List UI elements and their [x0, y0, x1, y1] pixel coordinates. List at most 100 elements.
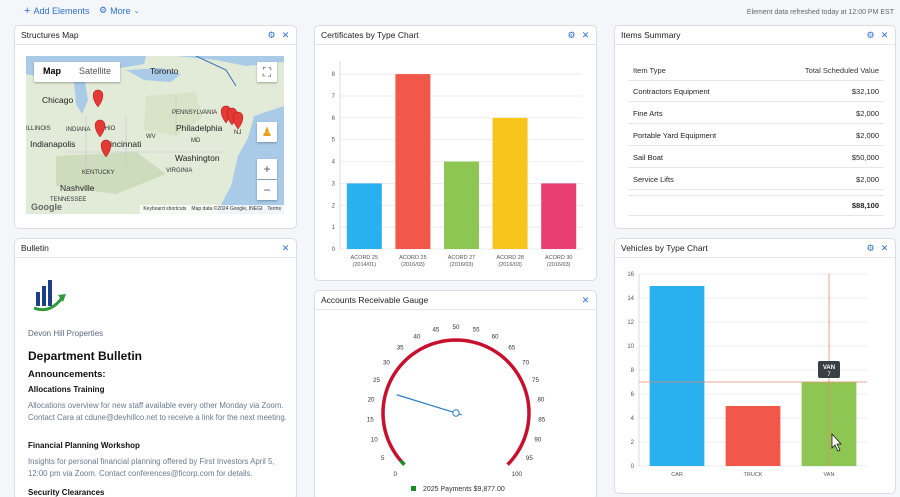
gauge-pivot [452, 409, 460, 417]
close-icon[interactable]: ✕ [581, 294, 590, 305]
zoom-in-button[interactable]: + [257, 159, 277, 179]
y-tick-label: 16 [627, 272, 634, 278]
x-tick-label: ACORD 27 [448, 255, 476, 261]
table-row: Service Lifts $2,000 [628, 169, 884, 190]
vehicles-chart-card: Vehicles by Type Chart ⚙ ✕ 0 2 4 6 8 10 12 14 16… [614, 238, 896, 494]
y-tick-label: 10 [627, 344, 634, 350]
close-icon[interactable]: ✕ [281, 29, 290, 40]
col-header-total-value: Total Scheduled Value [804, 65, 879, 75]
add-elements-button[interactable]: + Add Elements [24, 5, 90, 17]
announcements-heading: Announcements: [28, 369, 106, 380]
announcement-title: Financial Planning Workshop [28, 441, 140, 450]
zoom-out-button[interactable]: − [257, 180, 277, 200]
card-title: Structures Map [21, 30, 79, 40]
gear-icon[interactable]: ⚙ [567, 29, 576, 40]
gear-icon[interactable]: ⚙ [267, 29, 276, 40]
y-tick-label: 8 [631, 368, 635, 374]
table-row: Portable Yard Equipment $2,000 [628, 125, 884, 146]
bar [541, 183, 577, 249]
card-title: Accounts Receivable Gauge [321, 295, 429, 305]
city-label: Indianapolis [30, 139, 76, 149]
bar [346, 183, 382, 249]
close-icon[interactable]: ✕ [281, 242, 290, 253]
gauge-value-band [399, 459, 406, 466]
bar [725, 406, 781, 466]
gauge-tick-label: 60 [492, 333, 499, 340]
y-tick-label: 7 [332, 94, 336, 100]
gauge-tick-label: 35 [397, 345, 404, 352]
tooltip-label: VAN [823, 365, 835, 371]
y-tick-label: 4 [631, 416, 635, 422]
gear-icon[interactable]: ⚙ [866, 29, 875, 40]
region-label: MD [191, 138, 201, 144]
bar [492, 117, 528, 249]
y-tick-label: 6 [332, 116, 336, 122]
fullscreen-button[interactable]: ⛶ [257, 62, 277, 82]
item-type-cell: Sail Boat [633, 152, 664, 162]
region-label: KENTUCKY [82, 170, 115, 176]
close-icon[interactable]: ✕ [880, 242, 889, 253]
gauge-tick-label: 20 [368, 397, 375, 404]
map-marker-icon [92, 89, 244, 158]
map-canvas[interactable]: Map Satellite ⛶ ♟ + − Toronto Chicago IL… [26, 56, 284, 214]
map-attribution: Keyboard shortcuts Map data ©2024 Google… [140, 205, 284, 214]
y-tick-label: 1 [332, 225, 336, 231]
table-row: Contractors Equipment $32,100 [628, 81, 884, 102]
terms-link[interactable]: Terms [267, 206, 281, 212]
y-tick-label: 8 [332, 72, 336, 78]
company-logo [33, 280, 66, 312]
gauge-tick-label: 5 [381, 455, 385, 462]
gauge-tick-label: 80 [537, 397, 544, 404]
fullscreen-icon: ⛶ [262, 65, 272, 79]
region-label: PENNSYLVANIA [172, 110, 218, 116]
gear-icon[interactable]: ⚙ [866, 242, 875, 253]
gauge-tick-label: 30 [383, 359, 390, 366]
region-label: NJ [234, 130, 242, 136]
bulletin-heading: Department Bulletin [28, 349, 143, 363]
y-tick-label: 12 [627, 320, 634, 326]
tooltip-value: 7 [827, 372, 831, 378]
item-value-cell: $2,000 [856, 108, 879, 118]
gauge-tick-label: 15 [367, 417, 374, 424]
gauge-tick-label: 45 [432, 326, 439, 333]
item-type-cell: Fine Arts [633, 108, 663, 118]
structures-map-card: Structures Map ⚙ ✕ Map Satellite [14, 25, 297, 229]
card-title: Bulletin [21, 243, 49, 253]
card-title: Vehicles by Type Chart [621, 243, 708, 253]
y-tick-label: 4 [332, 160, 336, 166]
city-label: Cincinnati [104, 139, 142, 149]
region-label: OHIO [100, 126, 116, 132]
table-row: Sail Boat $50,000 [628, 147, 884, 168]
keyboard-shortcuts-link[interactable]: Keyboard shortcuts [143, 206, 187, 212]
close-icon[interactable]: ✕ [880, 29, 889, 40]
tab-satellite[interactable]: Satellite [79, 66, 112, 76]
x-tick-label: (2016/03) [401, 262, 425, 268]
region-label: INDIANA [66, 127, 91, 133]
gauge-tick-label: 25 [373, 377, 380, 384]
map-terrain [26, 56, 284, 214]
item-type-cell: Service Lifts [633, 174, 674, 184]
tab-map[interactable]: Map [43, 66, 61, 76]
y-tick-label: 0 [631, 464, 635, 470]
y-tick-label: 6 [631, 392, 635, 398]
total-value-cell: $88,100 [851, 201, 879, 210]
announcement-text: Allocations overview for new staff avail… [28, 401, 287, 422]
mouse-cursor-icon [831, 433, 842, 452]
top-toolbar: + Add Elements ⚙ More ⌄ Element data ref… [0, 0, 900, 22]
map-data-text: Map data ©2024 Google, INEGI [191, 206, 263, 212]
tooltip-box [818, 361, 840, 378]
close-icon[interactable]: ✕ [581, 29, 590, 40]
gauge-needle [396, 394, 462, 416]
y-tick-label: 3 [332, 181, 336, 187]
region-label: VIRGINIA [166, 168, 193, 174]
street-view-button[interactable]: ♟ [257, 122, 277, 142]
bar [395, 74, 431, 250]
legend-swatch [411, 486, 416, 491]
more-button[interactable]: ⚙ More ⌄ [99, 5, 140, 16]
gauge-tick-label: 75 [532, 377, 539, 384]
item-type-cell: Portable Yard Equipment [633, 130, 717, 140]
refresh-status: Element data refreshed today at 12:00 PM… [746, 9, 894, 16]
gauge-tick-label: 40 [414, 333, 421, 340]
